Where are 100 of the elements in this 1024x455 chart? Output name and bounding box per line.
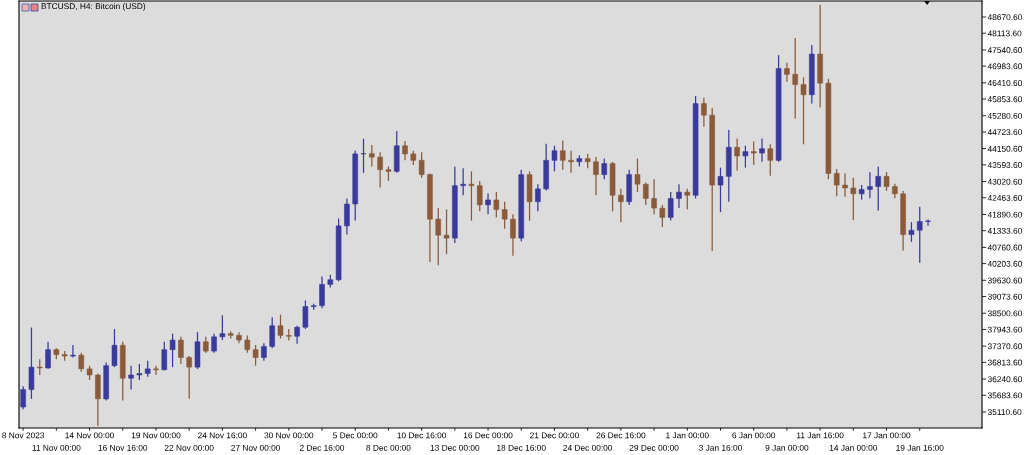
x-tick-label: 3 Jan 16:00 <box>699 444 742 451</box>
candlestick <box>493 191 500 219</box>
y-tick-label: 42463.60 <box>987 194 1022 201</box>
y-tick-label: 40203.60 <box>987 260 1022 267</box>
candlestick <box>186 355 192 400</box>
candlestick <box>252 344 259 367</box>
x-tick-label: 27 Nov 00:00 <box>231 444 281 451</box>
candlestick <box>460 167 466 196</box>
y-tick-label: 41333.60 <box>987 227 1022 234</box>
candlestick <box>277 314 284 340</box>
candlestick <box>443 208 450 255</box>
x-tick-label: 2 Dec 16:00 <box>299 444 345 451</box>
candlestick <box>302 299 309 330</box>
candlestick <box>684 188 691 211</box>
candlestick <box>667 191 674 222</box>
y-tick-label: 36813.60 <box>987 359 1022 366</box>
candlestick <box>211 333 217 354</box>
candlestick <box>750 140 757 166</box>
x-tick-label: 1 Jan 00:00 <box>666 432 709 439</box>
candlestick <box>867 171 873 199</box>
x-tick-label: 21 Dec 00:00 <box>530 432 579 439</box>
y-tick-label: 45853.60 <box>987 96 1022 103</box>
x-tick-label: 11 Jan 16:00 <box>796 432 844 439</box>
x-tick-label: 10 Dec 16:00 <box>397 432 447 439</box>
x-tick-label: 14 Nov 00:00 <box>65 432 115 439</box>
candlestick <box>510 213 516 257</box>
x-tick-label: 11 Nov 00:00 <box>32 444 81 451</box>
candlestick <box>178 336 184 365</box>
x-tick-label: 5 Dec 00:00 <box>333 432 378 439</box>
y-tick-label: 48670.60 <box>987 14 1022 21</box>
x-tick-label: 17 Jan 00:00 <box>863 432 911 439</box>
x-tick-label: 8 Dec 00:00 <box>366 444 411 451</box>
y-tick-label: 35110.60 <box>987 409 1022 416</box>
x-tick-label: 26 Dec 16:00 <box>596 432 646 439</box>
y-tick-label: 44723.60 <box>987 129 1022 136</box>
y-tick-label: 47540.60 <box>987 47 1022 54</box>
candlestick <box>269 316 275 349</box>
y-tick-label: 39073.60 <box>987 293 1022 300</box>
candlestick <box>360 138 367 174</box>
candlestick <box>784 62 790 83</box>
candlestick <box>767 143 774 177</box>
candlestick <box>676 183 682 209</box>
candlestick <box>20 385 26 410</box>
candlestick <box>468 170 475 222</box>
candlestick <box>369 144 375 168</box>
x-tick-label: 13 Dec 00:00 <box>430 444 480 451</box>
x-tick-label: 22 Nov 00:00 <box>164 444 214 451</box>
y-tick-label: 44150.60 <box>987 145 1022 152</box>
y-tick-label: 39630.60 <box>987 277 1022 284</box>
candlestick <box>717 166 724 213</box>
y-tick-label: 36240.60 <box>987 376 1022 383</box>
candlestick <box>742 145 749 169</box>
candlestick <box>78 352 85 373</box>
candlestick <box>601 157 608 180</box>
candlestick <box>618 188 624 223</box>
candlestick <box>634 157 641 193</box>
x-tick-label: 9 Jan 00:00 <box>765 444 809 451</box>
candlestick <box>833 168 840 197</box>
y-tick-label: 41890.60 <box>987 211 1022 218</box>
x-tick-label: 19 Jan 16:00 <box>896 444 944 451</box>
candlestick <box>800 76 807 145</box>
candlestick <box>916 206 923 264</box>
candlestick <box>551 145 558 173</box>
candlestick <box>883 171 890 192</box>
x-tick-label: 24 Dec 00:00 <box>563 444 613 451</box>
candlestick <box>643 181 649 206</box>
x-tick-label: 29 Dec 00:00 <box>629 444 679 451</box>
candlestick <box>501 201 508 230</box>
candlestick <box>344 197 350 236</box>
candlestick <box>850 177 857 221</box>
y-tick-label: 37943.60 <box>987 326 1022 333</box>
candlestick <box>925 218 931 227</box>
candlestick <box>759 137 765 163</box>
y-tick-label: 46983.60 <box>987 63 1022 70</box>
candlestick <box>377 151 383 189</box>
y-tick-label: 48113.60 <box>987 30 1022 37</box>
candlestick <box>535 183 541 212</box>
candlestick <box>319 275 325 309</box>
x-tick-label: 24 Nov 16:00 <box>198 432 247 439</box>
y-tick-label: 43020.60 <box>987 178 1022 185</box>
candlestick <box>476 180 483 212</box>
candlestick <box>28 326 35 400</box>
y-tick-label: 43593.60 <box>987 162 1022 168</box>
candlestick <box>559 139 566 171</box>
x-tick-label: 19 Nov 00:00 <box>131 432 181 439</box>
chart-title: BTCUSD, H4: Bitcoin (USD) <box>41 3 146 11</box>
y-tick-label: 35683.60 <box>987 392 1022 399</box>
candlestick <box>402 140 408 161</box>
y-tick-label: 40760.60 <box>987 244 1022 251</box>
candlestick <box>95 372 101 427</box>
candlestick <box>161 341 168 371</box>
candlestick <box>659 204 666 228</box>
x-tick-label: 14 Jan 00:00 <box>829 444 878 451</box>
x-tick-label: 16 Nov 16:00 <box>98 444 148 451</box>
candlestick <box>128 365 134 391</box>
candlestick <box>792 37 798 120</box>
candlestick <box>651 178 657 215</box>
candlestick <box>418 151 425 179</box>
y-tick-label: 38500.60 <box>987 310 1022 317</box>
candlestick <box>842 172 848 198</box>
